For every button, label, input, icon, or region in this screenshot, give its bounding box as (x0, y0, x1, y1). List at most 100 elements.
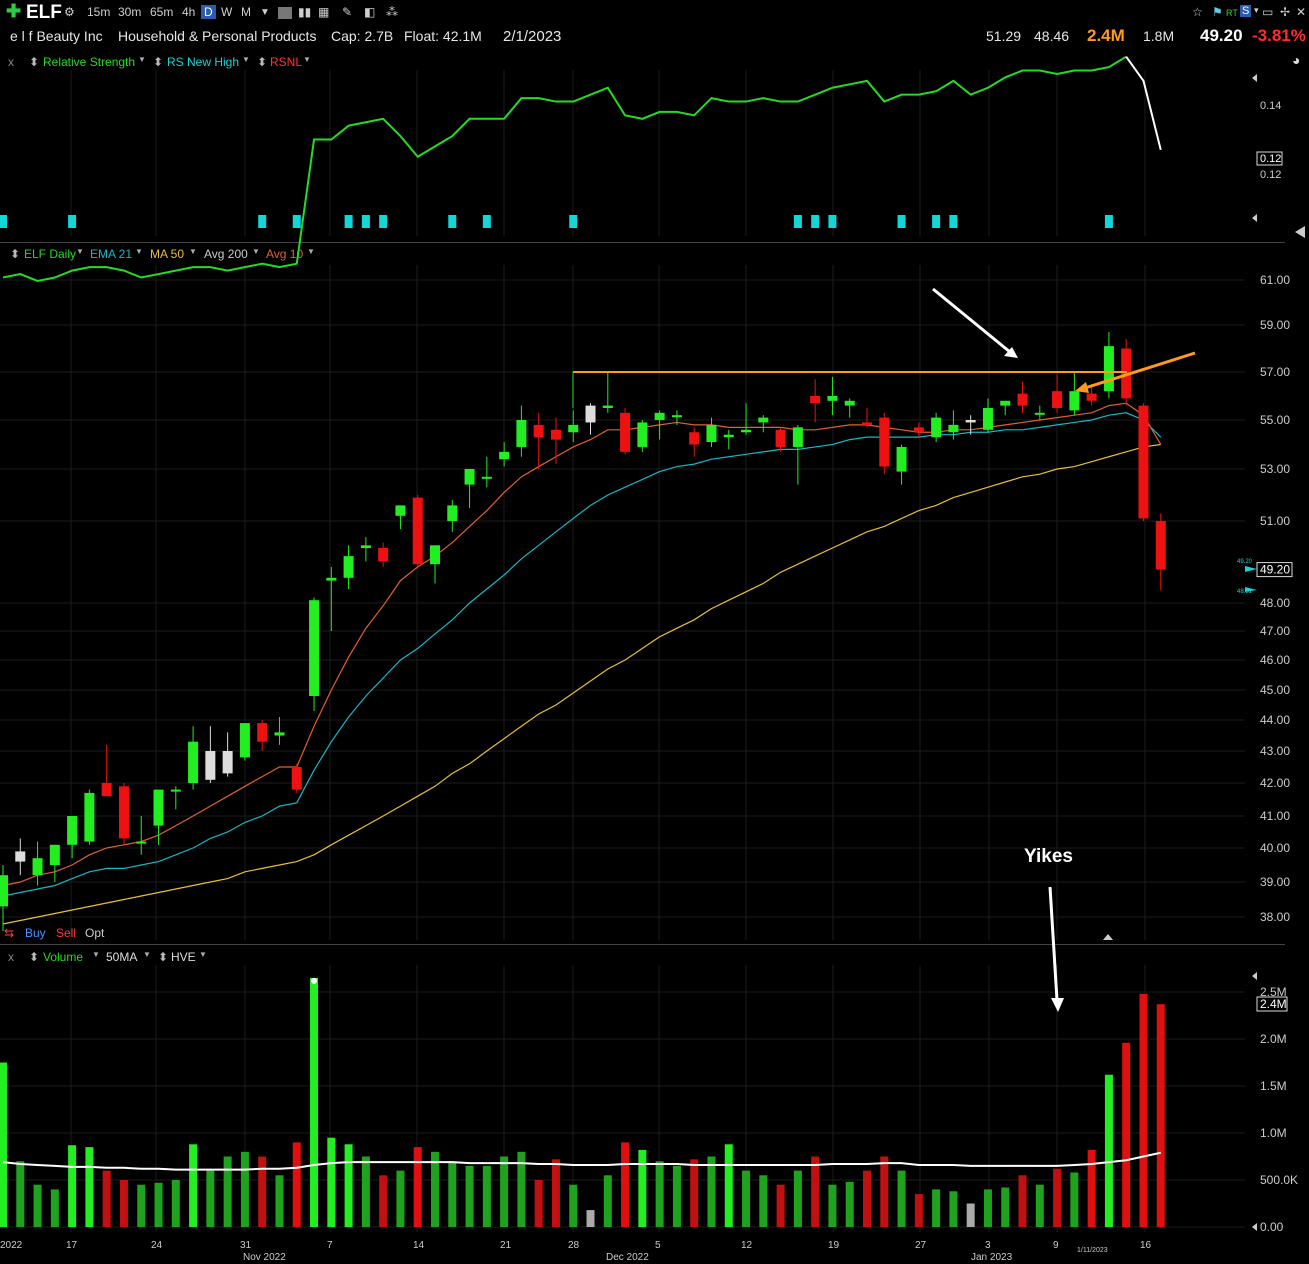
legend-ema21-dropdown-icon[interactable]: ▼ (135, 247, 143, 256)
rs-move-icon[interactable]: ⬍ (29, 55, 40, 69)
candle-body (637, 422, 648, 447)
tf-monthly[interactable]: M (241, 5, 251, 19)
volume-bar (690, 1159, 699, 1227)
layers-icon[interactable]: ◧ (364, 5, 376, 19)
candle-body (49, 844, 60, 865)
price-badge (1256, 562, 1293, 578)
legend-avg200-dropdown-icon[interactable]: ▼ (252, 247, 260, 256)
volume-dropdown-icon[interactable]: ▼ (92, 950, 100, 959)
rs-line-recent (1125, 56, 1162, 151)
candle-body (274, 732, 285, 736)
calculator-icon[interactable]: ▦ (318, 5, 330, 19)
candle-body (948, 424, 959, 433)
tf-4h[interactable]: 4h (182, 5, 196, 19)
palette-icon[interactable]: ◕ (1292, 52, 1301, 68)
volume-tick-label: 500.0K (1260, 1173, 1298, 1187)
x-axis-label: 2022 (0, 1240, 23, 1251)
candle-body (913, 427, 924, 433)
rs-dropdown-icon[interactable]: ▼ (138, 55, 146, 64)
x-axis-label: 9 (1053, 1240, 1059, 1251)
legend-avg200[interactable]: Avg 200 (204, 247, 248, 261)
candle-body (620, 412, 631, 452)
hve-move-icon[interactable]: ⬍ (158, 950, 169, 964)
rs-new-high-marker (949, 215, 958, 228)
rsnl-move-icon[interactable]: ⬍ (257, 55, 268, 69)
day-high: 51.29 (986, 28, 1022, 44)
tf-65m[interactable]: 65m (150, 5, 174, 19)
candle-body (136, 841, 147, 844)
price-move-icon[interactable]: ⬍ (10, 247, 21, 261)
hve-marker (311, 977, 318, 984)
add-symbol-icon[interactable]: ✚ (6, 1, 22, 21)
white-arrow-volume-head (1051, 998, 1064, 1012)
legend-elf-dropdown-icon[interactable]: ▼ (76, 247, 84, 256)
candle-body (170, 789, 181, 792)
candle-body (602, 405, 613, 408)
candle-body (0, 875, 8, 907)
volume-move-icon[interactable]: ⬍ (29, 950, 40, 964)
buy-button[interactable]: Buy (25, 926, 46, 940)
volume-bar (482, 1165, 491, 1227)
rs-new-high-marker (292, 215, 301, 228)
print-icon[interactable]: ▭ (1262, 5, 1274, 19)
ma-layer (2, 402, 1162, 925)
50ma-dropdown-icon[interactable]: ▼ (143, 950, 151, 959)
legend-avg10[interactable]: Avg 10 (266, 247, 304, 261)
rs-close-button[interactable]: x (8, 55, 14, 69)
volume-bar (776, 1184, 785, 1227)
close-icon[interactable]: ✕ (1296, 5, 1307, 19)
volume-bar (1122, 1042, 1131, 1227)
volume-bar (1087, 1149, 1096, 1227)
legend-hve[interactable]: HVE (171, 950, 196, 964)
price-tick-label: 41.00 (1260, 809, 1290, 823)
rs-legend-rsnl[interactable]: RSNL (270, 55, 303, 69)
alert-icon[interactable]: ⚑ (1212, 5, 1223, 19)
candle-body (1017, 393, 1028, 406)
rs-legend-new-high[interactable]: RS New High (167, 55, 240, 69)
candle-body (758, 417, 769, 423)
chart-type-icon[interactable] (278, 7, 292, 19)
s-dropdown-icon[interactable]: ▾ (1254, 5, 1259, 15)
hve-dropdown-icon[interactable]: ▼ (199, 950, 207, 959)
star-icon[interactable]: ☆ (1192, 5, 1203, 19)
tf-daily[interactable]: D (201, 5, 216, 19)
rs-scroll-down-icon (1252, 214, 1257, 222)
options-button[interactable]: Opt (85, 926, 105, 940)
volume-bar (793, 1170, 802, 1227)
draw-icon[interactable]: ✎ (342, 5, 353, 19)
candle-body (101, 783, 112, 797)
trade-icon[interactable]: ⇆ (4, 926, 15, 940)
rsnh-dropdown-icon[interactable]: ▼ (242, 55, 250, 64)
candle-body (343, 556, 354, 578)
rsnl-dropdown-icon[interactable]: ▼ (303, 55, 311, 64)
tf-weekly[interactable]: W (221, 5, 233, 19)
x-axis-label: 12 (741, 1240, 753, 1251)
volume-close-button[interactable]: x (8, 950, 14, 964)
market-cap: Cap: 2.7B (331, 28, 394, 44)
bars-icon[interactable]: ▮▮ (298, 5, 312, 19)
tf-15m[interactable]: 15m (87, 5, 111, 19)
s-icon[interactable]: S (1240, 5, 1252, 17)
candle-body (239, 723, 250, 758)
symbol-label[interactable]: ELF (26, 2, 62, 23)
volume-bar (845, 1181, 854, 1227)
settings-icon[interactable]: ⚙ (64, 5, 75, 19)
legend-50ma[interactable]: 50MA (106, 950, 138, 964)
rs-new-high-marker (448, 215, 457, 228)
legend-ema21[interactable]: EMA 21 (90, 247, 133, 261)
candle-body (896, 446, 907, 472)
legend-ma50[interactable]: MA 50 (150, 247, 185, 261)
tf-30m[interactable]: 30m (118, 5, 142, 19)
legend-elf-daily[interactable]: ELF Daily (24, 247, 77, 261)
x-axis-label: 1/11/2023 (1077, 1247, 1108, 1254)
legend-volume[interactable]: Volume (43, 950, 84, 964)
avg-volume: 1.8M (1143, 28, 1175, 44)
rsnh-move-icon[interactable]: ⬍ (153, 55, 164, 69)
rs-legend-relative-strength[interactable]: Relative Strength (43, 55, 136, 69)
tf-dropdown-icon[interactable]: ▼ (260, 7, 270, 18)
legend-avg10-dropdown-icon[interactable]: ▼ (307, 247, 315, 256)
crosshair-icon[interactable]: ✢ (1280, 5, 1291, 19)
legend-ma50-dropdown-icon[interactable]: ▼ (189, 247, 197, 256)
share-icon[interactable]: ⁂ (386, 5, 398, 19)
